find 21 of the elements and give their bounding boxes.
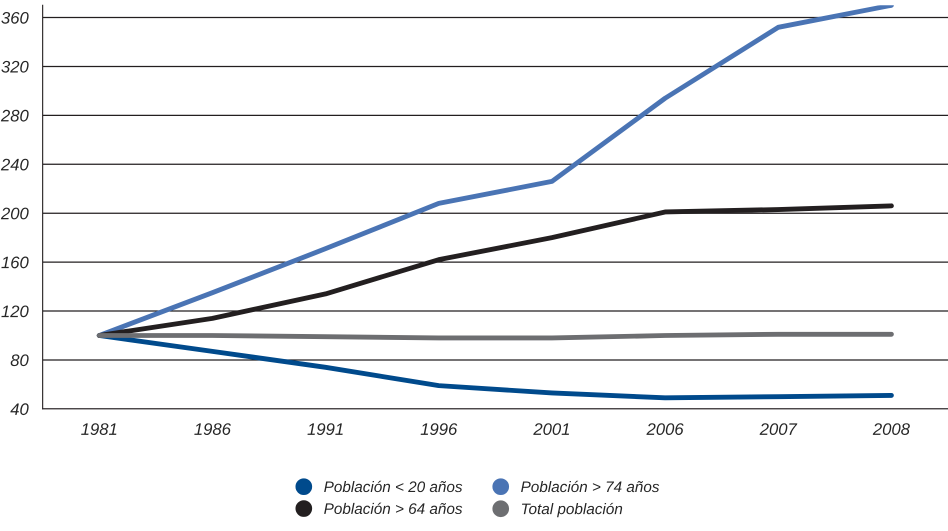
x-tick-label: 1991: [307, 423, 343, 435]
x-tick-label: 2001: [533, 423, 570, 435]
y-tick-label: 80: [10, 354, 29, 366]
y-tick-label: 120: [1, 305, 29, 318]
legend-label: Población > 64 años: [324, 502, 462, 514]
y-tick-label: 240: [0, 158, 29, 170]
x-tick-label: 2008: [872, 423, 910, 435]
x-tick-label: 1981: [81, 423, 116, 435]
legend-label: Población > 74 años: [521, 480, 660, 492]
y-tick-label: 360: [1, 12, 29, 24]
y-tick-label: 320: [1, 60, 29, 73]
y-tick-label: 160: [1, 256, 29, 268]
legend-label: Población < 20 años: [324, 480, 462, 492]
y-tick-label: 280: [0, 110, 29, 122]
x-tick-label: 1986: [194, 423, 231, 435]
x-tick-label: 2007: [760, 423, 798, 435]
x-tick-label: 2006: [646, 423, 684, 435]
legend-label: Total población: [522, 502, 622, 518]
y-tick-label: 200: [0, 208, 29, 220]
x-tick-label: 1996: [420, 423, 458, 435]
y-tick-label: 40: [10, 403, 29, 416]
